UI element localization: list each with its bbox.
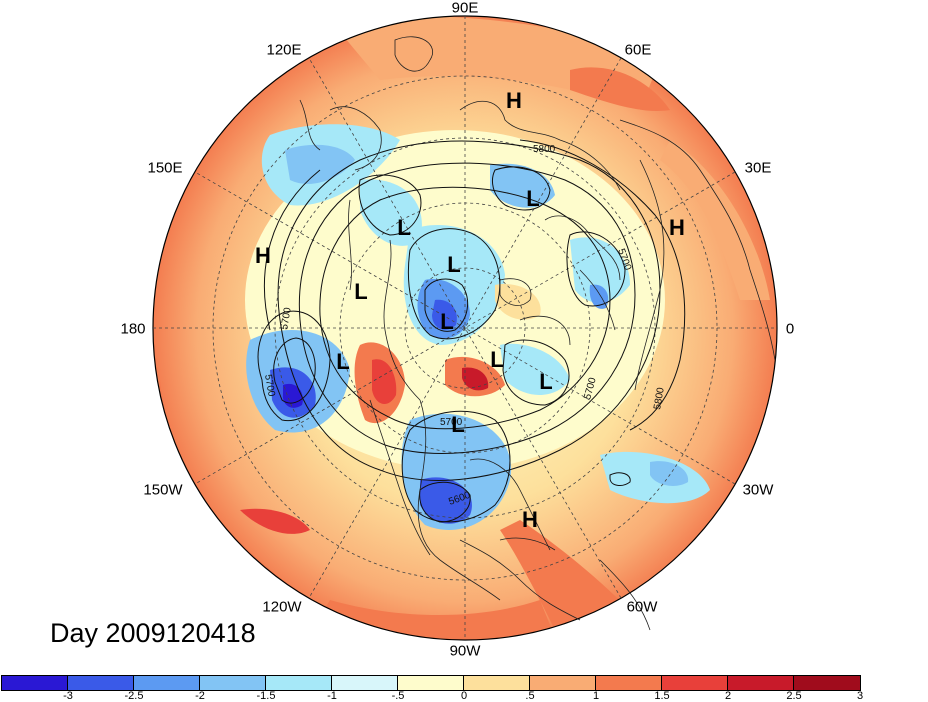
colorbar-swatch (728, 676, 794, 690)
longitude-label: 90E (451, 0, 479, 17)
colorbar-tick-label: 1.5 (654, 690, 670, 702)
longitude-label: 0 (785, 320, 795, 338)
colorbar-swatch (332, 676, 398, 690)
colorbar-swatch (464, 676, 530, 690)
pressure-center-high: H (522, 507, 538, 532)
contour-value-labels: 5800 5700 5700 5700 5700 5800 5700 5600 (262, 144, 667, 508)
colorbar-swatch (398, 676, 464, 690)
pressure-center-low: L (539, 369, 553, 394)
colorbar-tick-label: 2 (724, 690, 732, 702)
pressure-center-low: L (440, 309, 454, 334)
pressure-center-high: H (669, 215, 685, 240)
contour-label: 5700 (279, 306, 294, 330)
longitude-label: 150E (147, 159, 183, 177)
pressure-center-low: L (490, 347, 504, 372)
colorbar-tick-label: -2.5 (124, 690, 144, 702)
pressure-center-low: L (451, 412, 465, 437)
colorbar-tick-label: 2.5 (786, 690, 802, 702)
colorbar-tick-label: -1.5 (256, 690, 276, 702)
colorbar-swatch (134, 676, 200, 690)
longitude-label: 120W (262, 598, 302, 616)
graticule (153, 16, 777, 640)
colorbar-swatch (266, 676, 332, 690)
contour-label: 5700 (262, 374, 277, 398)
pressure-center-low: L (336, 349, 350, 374)
colorbar-tick-label: 1 (592, 690, 600, 702)
colorbar-tick-label: -3 (63, 690, 73, 702)
coastlines (299, 36, 776, 631)
pressure-center-low: L (397, 215, 411, 240)
pressure-center-low: L (526, 186, 540, 211)
longitude-label: 180 (120, 320, 146, 338)
colorbar-tick-label: .5 (525, 690, 535, 702)
colorbar-tick-label: -1 (327, 690, 337, 702)
longitude-label: 60W (626, 598, 658, 616)
colorbar (1, 675, 861, 691)
colorbar-swatch (2, 676, 68, 690)
longitude-label: 30W (742, 481, 774, 499)
longitude-label: 90W (449, 642, 481, 660)
colorbar-swatch (596, 676, 662, 690)
colorbar-swatch (794, 676, 860, 690)
colorbar-swatch (530, 676, 596, 690)
pressure-center-low: L (447, 252, 461, 277)
pressure-center-high: H (255, 243, 271, 268)
colorbar-tick-label: -.5 (391, 690, 405, 702)
colorbar-swatch (200, 676, 266, 690)
longitude-label: 30E (744, 159, 772, 177)
colorbar-swatch (662, 676, 728, 690)
longitude-label: 60E (624, 41, 652, 59)
colorbar-swatch (68, 676, 134, 690)
contour-label: 5700 (440, 417, 463, 428)
pressure-center-low: L (354, 279, 368, 304)
colorbar-tick-label: -2 (195, 690, 205, 702)
date-title: Day 2009120418 (50, 618, 256, 648)
pressure-center-high: H (506, 88, 522, 113)
contour-label: 5800 (533, 144, 556, 155)
colorbar-tick-label: 0 (460, 690, 468, 702)
longitude-label: 120E (266, 41, 302, 59)
colorbar-tick-label: 3 (856, 690, 864, 702)
contour-label: 5800 (652, 386, 667, 410)
longitude-label: 150W (143, 481, 183, 499)
